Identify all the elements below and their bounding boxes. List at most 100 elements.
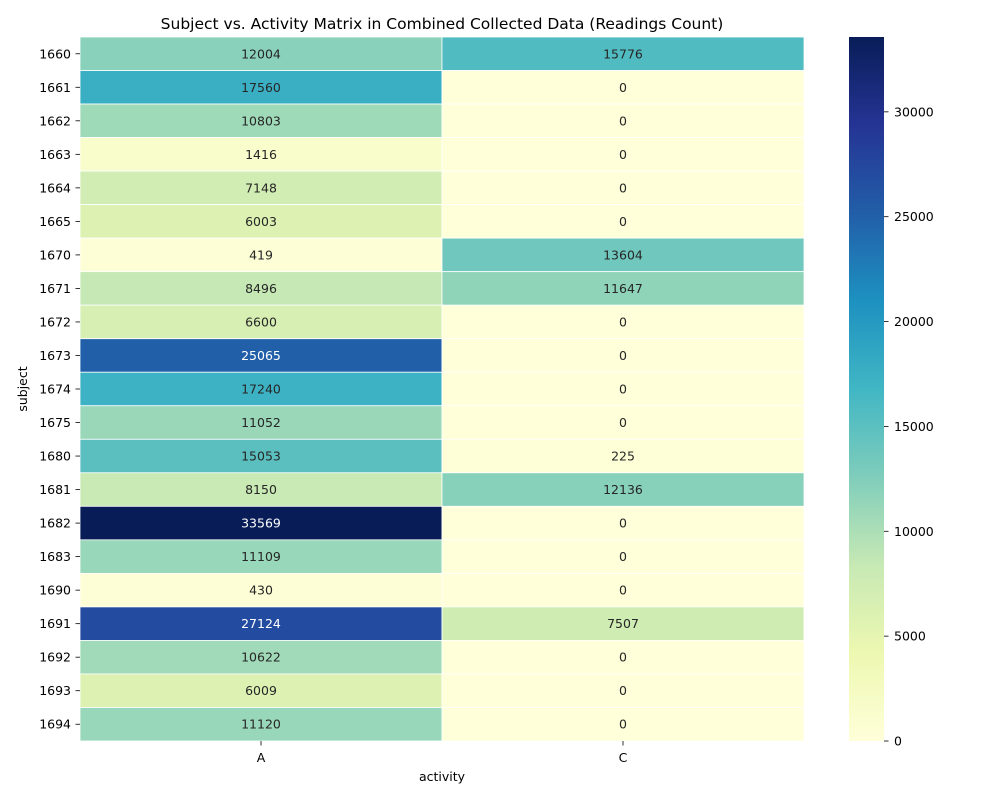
cell-value-label: 11120 bbox=[241, 717, 281, 732]
heatmap-cell bbox=[441, 338, 805, 373]
heatmap-cell bbox=[79, 438, 443, 474]
heatmap-cell bbox=[441, 371, 805, 407]
cell-value-label: 6009 bbox=[245, 683, 277, 698]
cell-value-label: 0 bbox=[619, 214, 627, 229]
colorbar-tick-label: 25000 bbox=[894, 209, 934, 224]
heatmap-cell bbox=[441, 405, 805, 440]
cell-value-label: 1416 bbox=[245, 147, 277, 162]
cell-value-label: 0 bbox=[619, 314, 627, 329]
y-tick-label: 1674 bbox=[39, 382, 71, 397]
cell-value-label: 0 bbox=[619, 415, 627, 430]
heatmap-cell bbox=[441, 304, 805, 340]
y-tick-label: 1690 bbox=[39, 583, 71, 598]
cell-value-label: 11109 bbox=[241, 549, 281, 564]
colorbar-tick-label: 10000 bbox=[894, 524, 934, 539]
heatmap-cell bbox=[441, 170, 805, 206]
y-tick-label: 1691 bbox=[39, 616, 71, 631]
heatmap-cell bbox=[441, 103, 805, 138]
heatmap-cell bbox=[79, 505, 443, 541]
y-tick-label: 1670 bbox=[39, 247, 71, 262]
cell-value-label: 0 bbox=[619, 516, 627, 531]
heatmap-cell bbox=[79, 405, 443, 440]
colorbar-tick-label: 5000 bbox=[894, 629, 926, 644]
cell-value-label: 0 bbox=[619, 583, 627, 598]
cell-value-label: 0 bbox=[619, 549, 627, 564]
cell-value-label: 430 bbox=[249, 583, 273, 598]
heatmap-cell bbox=[79, 338, 443, 373]
cell-value-label: 11052 bbox=[241, 415, 281, 430]
cell-value-label: 7507 bbox=[607, 616, 639, 631]
heatmap-cell bbox=[441, 707, 805, 742]
colorbar-tick-label: 30000 bbox=[894, 104, 934, 119]
heatmap-cell bbox=[79, 673, 443, 708]
cell-value-label: 25065 bbox=[241, 348, 281, 363]
heatmap-cell bbox=[441, 137, 805, 172]
y-tick-label: 1682 bbox=[39, 516, 71, 531]
cell-value-label: 12004 bbox=[241, 46, 281, 61]
cell-value-label: 0 bbox=[619, 382, 627, 397]
heatmap-cell bbox=[441, 472, 805, 507]
y-tick-label: 1665 bbox=[39, 214, 71, 229]
heatmap-cell bbox=[441, 640, 805, 675]
y-tick-label: 1664 bbox=[39, 180, 71, 195]
heatmap-cell bbox=[79, 472, 443, 507]
heatmap-cell bbox=[79, 606, 443, 641]
cell-value-label: 0 bbox=[619, 147, 627, 162]
heatmap-cell bbox=[441, 271, 805, 306]
cell-value-label: 6600 bbox=[245, 314, 277, 329]
y-tick-label: 1681 bbox=[39, 482, 71, 497]
cell-value-label: 6003 bbox=[245, 214, 277, 229]
heatmap-cell bbox=[441, 438, 805, 474]
cell-value-label: 225 bbox=[611, 449, 635, 464]
heatmap-cell bbox=[441, 606, 805, 641]
cell-value-label: 419 bbox=[249, 247, 273, 262]
cell-value-label: 27124 bbox=[241, 616, 281, 631]
cell-value-label: 8496 bbox=[245, 281, 277, 296]
y-axis: 1660 1661 1662 1663 1664 1665 1670 1671 1672 1673… bbox=[39, 46, 80, 732]
y-tick-label: 1671 bbox=[39, 281, 71, 296]
heatmap-cell bbox=[79, 70, 443, 105]
x-tick-label: A bbox=[257, 750, 266, 765]
heatmap-cell bbox=[79, 539, 443, 574]
colorbar-tick-label: 0 bbox=[894, 734, 902, 749]
cell-value-label: 0 bbox=[619, 650, 627, 665]
heatmap-cell bbox=[79, 640, 443, 675]
colorbar bbox=[849, 37, 884, 741]
cell-value-label: 11647 bbox=[603, 281, 643, 296]
x-tick-label: C bbox=[619, 750, 628, 765]
cell-value-label: 7148 bbox=[245, 180, 277, 195]
heatmap-cell bbox=[441, 505, 805, 541]
cell-value-label: 33569 bbox=[241, 516, 281, 531]
cell-value-label: 0 bbox=[619, 113, 627, 128]
heatmap-cell bbox=[441, 673, 805, 708]
cell-value-label: 13604 bbox=[603, 247, 643, 262]
heatmap-cell bbox=[441, 237, 805, 273]
y-tick-label: 1694 bbox=[39, 717, 71, 732]
heatmap-cells: 12004 15776 17560 0 10803 0 1416 0 7148 0 6003 0 419… bbox=[79, 36, 805, 742]
heatmap-cell bbox=[441, 70, 805, 105]
cell-value-label: 0 bbox=[619, 717, 627, 732]
y-tick-label: 1693 bbox=[39, 683, 71, 698]
heatmap-cell bbox=[441, 204, 805, 239]
chart-title: Subject vs. Activity Matrix in Combined … bbox=[161, 15, 724, 33]
y-tick-label: 1661 bbox=[39, 80, 71, 95]
y-tick-label: 1683 bbox=[39, 549, 71, 564]
cell-value-label: 8150 bbox=[245, 482, 277, 497]
y-tick-label: 1680 bbox=[39, 449, 71, 464]
cell-value-label: 17240 bbox=[241, 382, 281, 397]
y-tick-label: 1673 bbox=[39, 348, 71, 363]
y-tick-label: 1692 bbox=[39, 650, 71, 665]
cell-value-label: 10622 bbox=[241, 650, 281, 665]
heatmap-cell bbox=[79, 371, 443, 407]
cell-value-label: 15053 bbox=[241, 449, 281, 464]
heatmap-cell bbox=[79, 103, 443, 138]
cell-value-label: 0 bbox=[619, 683, 627, 698]
y-tick-label: 1672 bbox=[39, 314, 71, 329]
heatmap-cell bbox=[441, 36, 805, 71]
y-tick-label: 1660 bbox=[39, 46, 71, 61]
y-tick-label: 1675 bbox=[39, 415, 71, 430]
cell-value-label: 17560 bbox=[241, 80, 281, 95]
cell-value-label: 0 bbox=[619, 348, 627, 363]
colorbar-tick-label: 20000 bbox=[894, 314, 934, 329]
